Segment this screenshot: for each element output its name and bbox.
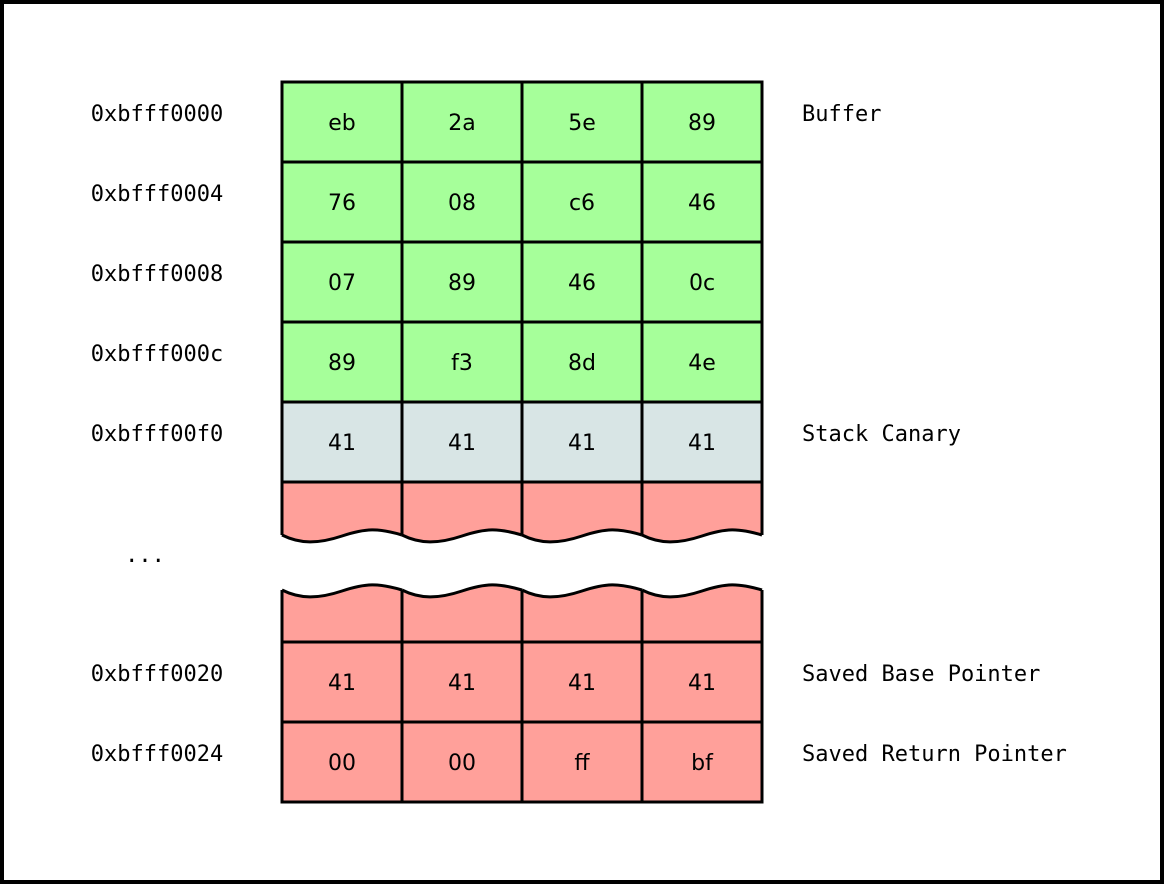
region-label: Saved Base Pointer: [802, 662, 1040, 687]
wave-edge: [401, 583, 523, 599]
byte-value: 89: [448, 271, 476, 296]
byte-value: 08: [448, 191, 476, 216]
byte-value: 46: [688, 191, 716, 216]
byte-cell: [400, 640, 524, 724]
truncated-cell-upper: [522, 482, 642, 542]
byte-cell: [640, 320, 764, 404]
byte-cell: [520, 320, 644, 404]
byte-cell: [640, 400, 764, 484]
memory-address: 0xbfff000c: [91, 342, 223, 367]
truncated-cell-upper-border: [640, 480, 764, 535]
byte-value: 4e: [688, 351, 716, 376]
gap-ellipsis: ...: [125, 543, 165, 568]
truncated-cell-lower: [522, 584, 642, 642]
wave-edge: [281, 583, 403, 599]
wave-edge: [641, 583, 763, 599]
byte-value: 41: [448, 671, 476, 696]
byte-value: 76: [328, 191, 356, 216]
byte-value: 07: [328, 271, 356, 296]
memory-address: 0xbfff0008: [91, 262, 223, 287]
truncated-cell-upper: [402, 482, 522, 542]
byte-cell: [280, 240, 404, 324]
wave-edge: [641, 528, 763, 544]
byte-value: 41: [568, 431, 596, 456]
wave-edge: [401, 528, 523, 544]
truncated-cell-lower-border: [640, 590, 764, 644]
byte-value: ff: [574, 751, 590, 776]
byte-cell: [520, 400, 644, 484]
byte-value: 00: [448, 751, 476, 776]
byte-value: 41: [568, 671, 596, 696]
byte-value: 41: [328, 671, 356, 696]
truncated-cell-upper: [282, 482, 402, 542]
wave-edge: [521, 583, 643, 599]
byte-value: 41: [448, 431, 476, 456]
byte-cell: [280, 320, 404, 404]
byte-cell: [520, 720, 644, 804]
byte-cell: [400, 720, 524, 804]
memory-address: 0xbfff0000: [91, 102, 223, 127]
byte-value: 41: [688, 431, 716, 456]
wave-edge: [521, 528, 643, 544]
byte-value: 89: [328, 351, 356, 376]
region-label: Buffer: [802, 102, 881, 127]
byte-cell: [520, 240, 644, 324]
truncated-cell-lower: [642, 584, 762, 642]
byte-cell: [400, 400, 524, 484]
byte-value: 41: [688, 671, 716, 696]
memory-address: 0xbfff00f0: [91, 422, 223, 447]
byte-value: 00: [328, 751, 356, 776]
byte-cell: [520, 160, 644, 244]
byte-value: 0c: [689, 271, 715, 296]
byte-value: 8d: [568, 351, 596, 376]
byte-value: c6: [569, 191, 595, 216]
byte-value: 5e: [568, 111, 596, 136]
memory-address: 0xbfff0024: [91, 742, 223, 767]
byte-value: 89: [688, 111, 716, 136]
byte-value: 2a: [448, 111, 475, 136]
truncated-cell-lower: [282, 584, 402, 642]
truncated-cell-lower: [402, 584, 522, 642]
byte-value: bf: [691, 751, 714, 776]
byte-value: 41: [328, 431, 356, 456]
byte-value: eb: [328, 111, 356, 136]
wave-edge: [281, 528, 403, 544]
memory-address: 0xbfff0004: [91, 182, 223, 207]
memory-address: 0xbfff0020: [91, 662, 223, 687]
byte-cell: [280, 160, 404, 244]
truncated-cell-upper: [642, 482, 762, 542]
byte-value: 46: [568, 271, 596, 296]
byte-cell: [640, 720, 764, 804]
byte-value: f3: [451, 351, 473, 376]
region-label: Stack Canary: [802, 422, 961, 447]
region-label: Saved Return Pointer: [802, 742, 1067, 767]
byte-cell: [280, 80, 404, 164]
